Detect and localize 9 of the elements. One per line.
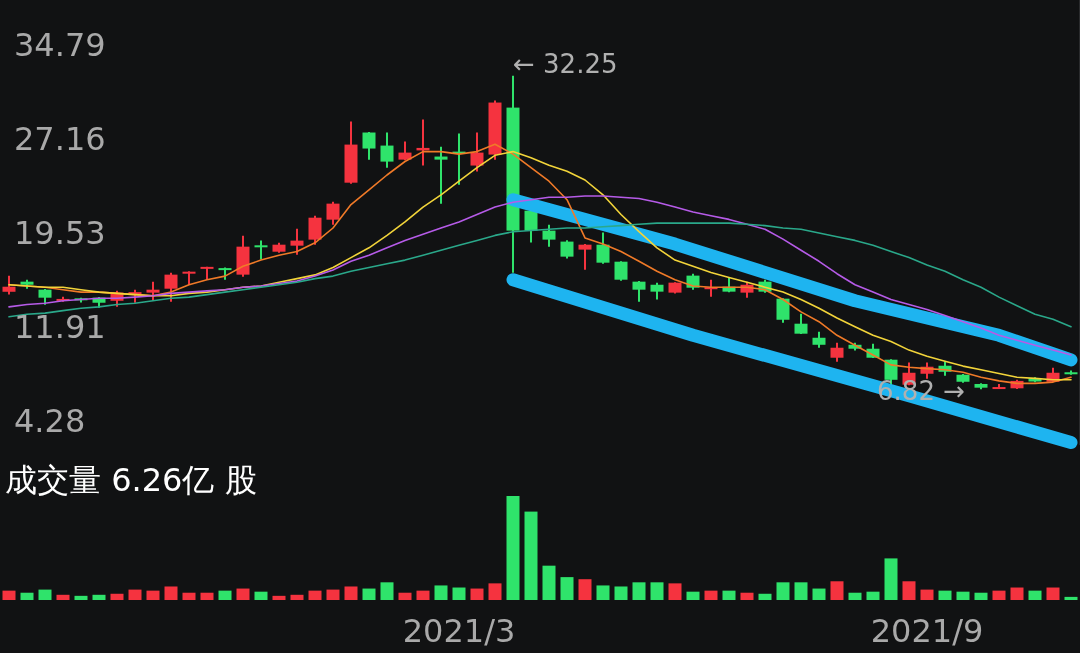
y-tick: 19.53 (14, 213, 106, 252)
y-tick: 27.16 (14, 119, 106, 158)
y-tick: 34.79 (14, 25, 106, 64)
x-tick: 2021/3 (402, 612, 516, 650)
y-tick: 4.28 (14, 401, 86, 440)
x-tick: 2021/9 (870, 612, 984, 650)
y-tick: 11.91 (14, 307, 106, 346)
annotation: ← 32.25 (513, 48, 618, 79)
title: 成交量 6.26亿 股 (5, 461, 257, 499)
